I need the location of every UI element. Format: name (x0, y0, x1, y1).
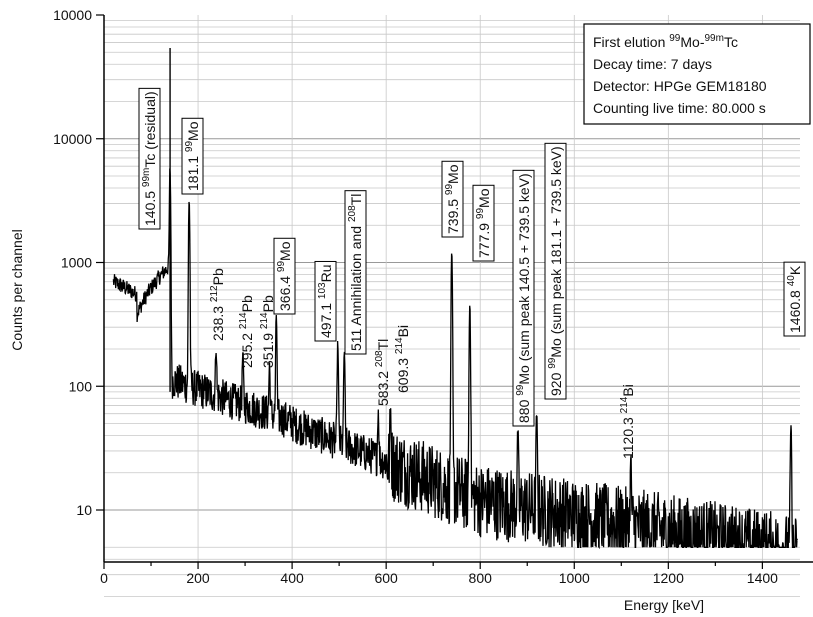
peak-label-box (273, 237, 296, 315)
x-tick-label: 200 (186, 570, 210, 586)
spectrum-series (112, 48, 798, 550)
peak-label-box (344, 190, 367, 355)
peak-label-text: 609.3 214Bi (394, 325, 411, 393)
peak-label-11: 777.9 99Mo (472, 184, 495, 262)
peak-label-text: 497.1 103Ru (317, 264, 334, 338)
peak-label-box (512, 169, 535, 427)
peak-annotations: 140.5 99mTc (residual) 181.1 99Mo 238.3 21… (138, 87, 806, 459)
peak-label-text: 366.4 99Mo (276, 241, 293, 311)
peak-label-12: 880 99Mo (sum peak 140.5 + 739.5 keV) (512, 169, 535, 427)
info-box: First elution 99Mo-99mTc Decay time: 7 da… (583, 23, 811, 125)
peak-label-6: 497.1 103Ru (314, 260, 337, 342)
y-tick-label: 10 (76, 502, 92, 518)
info-line-0: First elution 99Mo-99mTc (593, 33, 738, 50)
x-tick-label: 1400 (747, 570, 778, 586)
peak-label-text: 1120.3 214Bi (619, 384, 636, 459)
x-tick-label: 400 (280, 570, 304, 586)
peak-label-text: 351.9 214Pb (259, 295, 276, 368)
y-tick-label: 1000 (61, 255, 92, 271)
peak-label-3: 295.2 214Pb (238, 295, 255, 368)
x-tick-label: 1200 (653, 570, 684, 586)
peak-label-box (472, 184, 495, 262)
peak-label-box (181, 117, 204, 195)
peak-label-15: 1460.8 40K (783, 261, 806, 337)
peak-label-text: 583.2 208Tl (374, 339, 391, 406)
peak-label-box (138, 87, 161, 230)
x-tick-label: 600 (374, 570, 398, 586)
peak-label-text: 238.3 212Pb (209, 268, 226, 341)
peak-label-box (314, 260, 337, 342)
peak-label-text: 880 99Mo (sum peak 140.5 + 739.5 keV) (515, 173, 532, 423)
peak-label-2: 238.3 212Pb (209, 268, 226, 341)
peak-label-text: 140.5 99mTc (residual) (141, 91, 158, 226)
spectrum-line (112, 168, 798, 550)
tick-labels: 0 200 400 600 800 1000 1200 1400 10000 10000 1000 1… (53, 7, 778, 586)
peak-label-7: 511 Annihilation and 208Tl (344, 190, 367, 355)
peak-label-box (544, 142, 567, 400)
x-tick-label: 800 (469, 570, 493, 586)
y-tick-label: 10000 (53, 131, 92, 147)
peak-label-text: 295.2 214Pb (238, 295, 255, 368)
peak-label-5: 366.4 99Mo (273, 237, 296, 315)
info-line-1: Decay time: 7 days (593, 56, 712, 72)
peak-label-box (441, 160, 464, 238)
peak-label-text: 1460.8 40K (786, 265, 803, 333)
peak-label-4: 351.9 214Pb (259, 295, 276, 368)
info-line-3: Counting live time: 80.000 s (593, 100, 766, 116)
peak-label-box (783, 261, 806, 337)
peak-label-14: 1120.3 214Bi (619, 384, 636, 459)
x-tick-label: 1000 (559, 570, 590, 586)
peak-label-1: 181.1 99Mo (181, 117, 204, 195)
peak-label-text: 181.1 99Mo (184, 121, 201, 191)
info-box-frame (583, 23, 811, 125)
y-tick-label: 10000 (53, 7, 92, 23)
x-axis-label: Energy [keV] (624, 597, 704, 613)
peak-label-9: 609.3 214Bi (394, 325, 411, 393)
peak-label-text: 920 99Mo (sum peak 181.1 + 739.5 keV) (547, 146, 564, 396)
peak-label-13: 920 99Mo (sum peak 181.1 + 739.5 keV) (544, 142, 567, 400)
axes (96, 14, 813, 569)
peak-label-8: 583.2 208Tl (374, 339, 391, 406)
y-axis-label: Counts per channel (9, 229, 25, 350)
peak-label-text: 777.9 99Mo (475, 188, 492, 258)
x-tick-label: 0 (100, 570, 108, 586)
peak-label-text: 511 Annihilation and 208Tl (347, 194, 364, 351)
peak-label-text: 739.5 99Mo (444, 164, 461, 234)
peak-label-10: 739.5 99Mo (441, 160, 464, 238)
y-tick-label: 100 (69, 378, 93, 394)
peak-label-0: 140.5 99mTc (residual) (138, 87, 161, 230)
info-line-2: Detector: HPGe GEM18180 (593, 78, 767, 94)
